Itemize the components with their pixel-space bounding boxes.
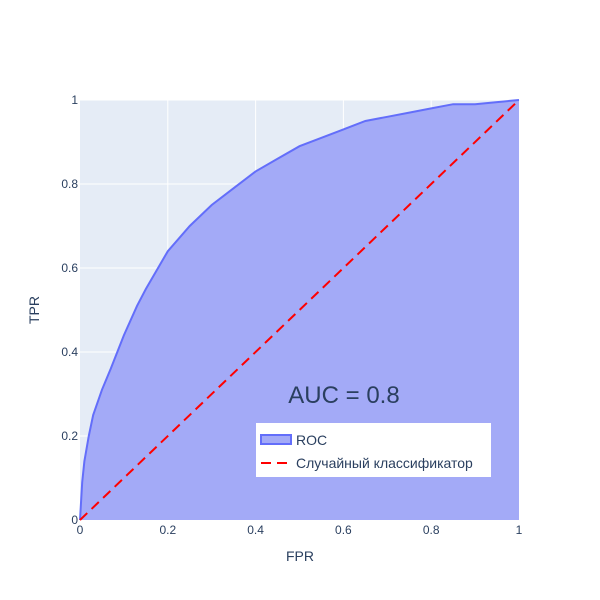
- y-tick-label: 1: [71, 93, 78, 107]
- x-tick-label: 0.2: [159, 523, 176, 537]
- x-tick-labels: 0 0.2 0.4 0.6 0.8 1: [77, 523, 523, 537]
- roc-curve-line: [79, 99, 520, 521]
- y-tick-label: 0.8: [61, 177, 78, 191]
- y-tick-label: 0.2: [61, 429, 78, 443]
- series-layer: [79, 99, 520, 521]
- x-axis-title: FPR: [286, 548, 314, 564]
- legend-label-roc: ROC: [296, 432, 327, 448]
- legend-background: [256, 423, 491, 477]
- x-tick-label: 1: [516, 523, 523, 537]
- x-tick-label: 0: [77, 523, 84, 537]
- legend-swatch-roc: [260, 434, 292, 445]
- legend-label-random: Случайный классификатор: [296, 455, 473, 471]
- y-tick-labels: 0 0.2 0.4 0.6 0.8 1: [61, 93, 78, 527]
- auc-annotation: AUC = 0.8: [288, 382, 399, 409]
- y-tick-label: 0.4: [61, 345, 78, 359]
- x-tick-label: 0.8: [423, 523, 440, 537]
- random-classifier-line: [79, 99, 520, 521]
- x-tick-label: 0.4: [247, 523, 264, 537]
- x-tick-label: 0.6: [335, 523, 352, 537]
- y-axis-title: TPR: [26, 296, 42, 324]
- y-tick-label: 0.6: [61, 261, 78, 275]
- y-tick-label: 0: [71, 513, 78, 527]
- legend: ROC Случайный классификатор: [256, 423, 491, 477]
